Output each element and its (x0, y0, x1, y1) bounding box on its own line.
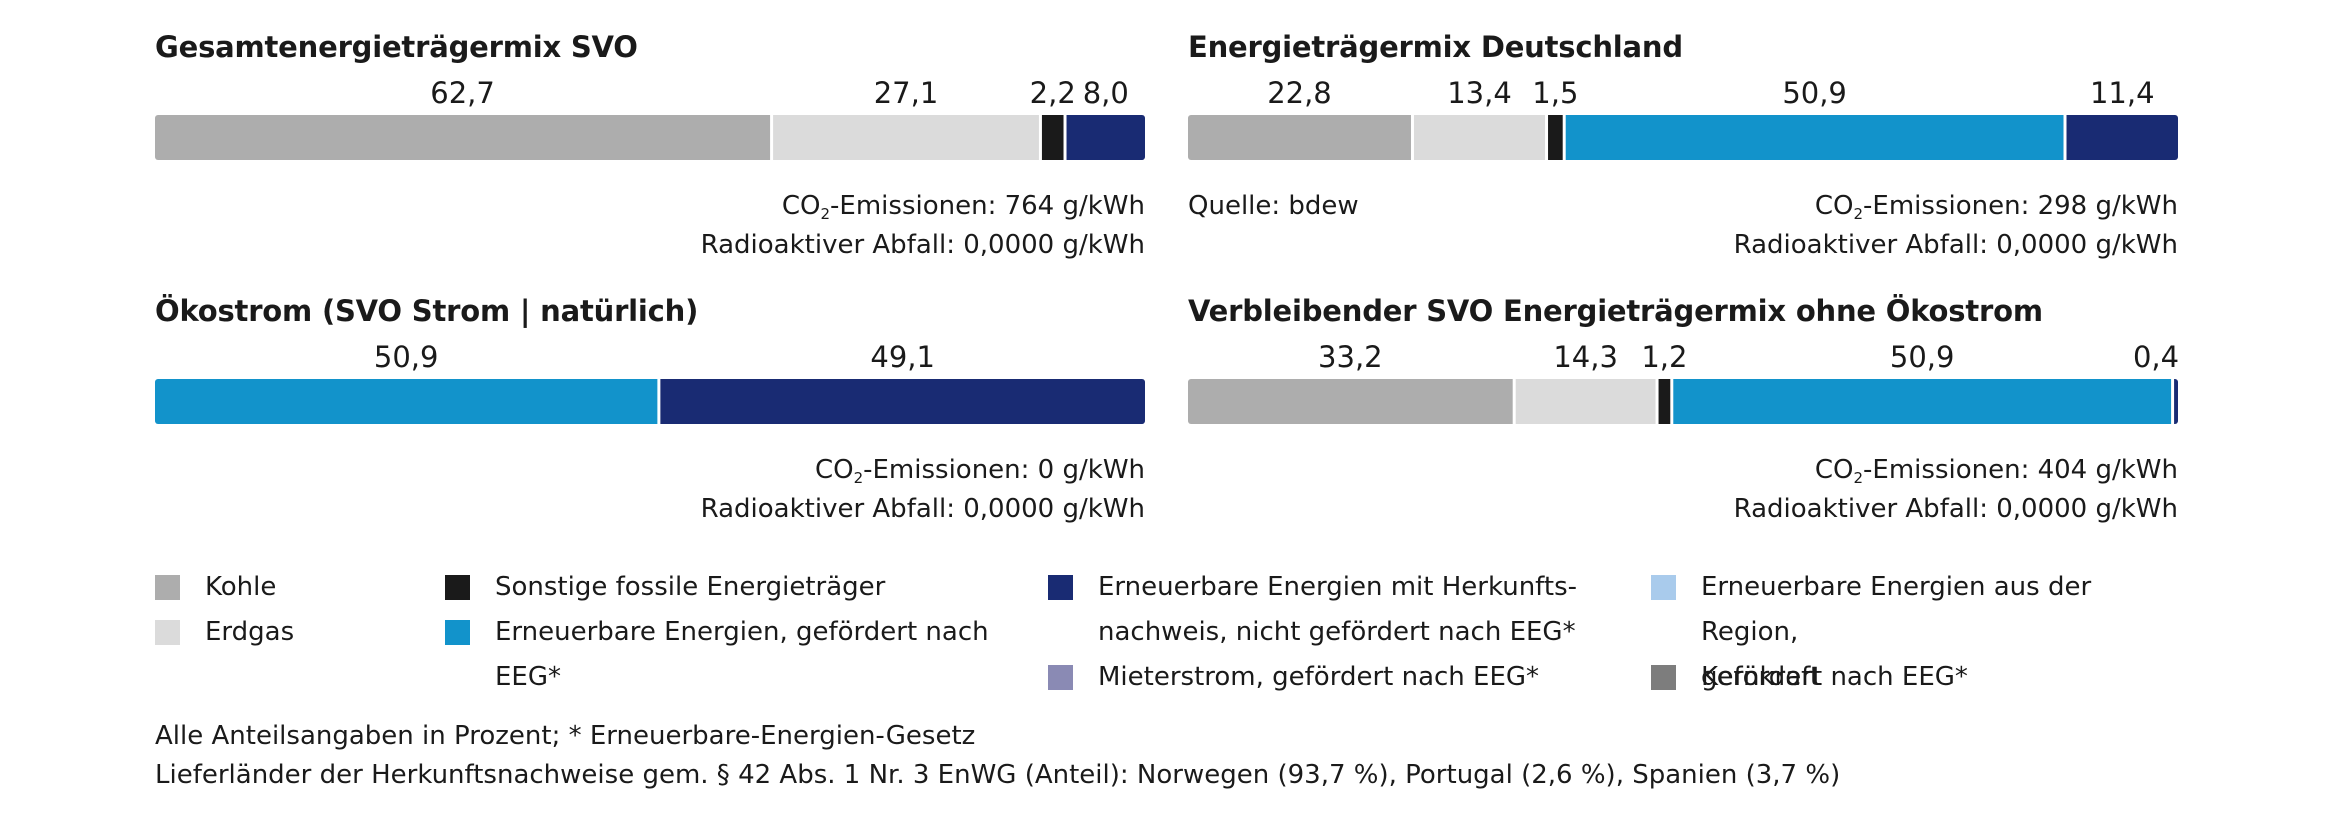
legend-swatch (1651, 665, 1676, 690)
chart-info: CO2-Emissionen: 404 g/kWh Radioaktiver A… (1734, 451, 2178, 529)
legend-label: Mieterstrom, gefördert nach EEG* (1098, 662, 1540, 692)
chart-source: Quelle: bdew (1188, 191, 1359, 221)
stacked-bar-chart: 50,9 49,1 (155, 340, 1145, 424)
legend-swatch (1048, 665, 1073, 690)
value-label: 50,9 (1890, 340, 1955, 374)
legend-item-kohle: Kohle (155, 565, 276, 610)
co2-emissions: CO2-Emissionen: 404 g/kWh (1814, 455, 2178, 487)
bar-segment-hkn (2066, 115, 2178, 160)
bar-segment-hkn (660, 379, 1145, 424)
bar-segment-erdgas (1515, 379, 1656, 424)
value-label: 62,7 (430, 76, 495, 110)
chart-info: CO2-Emissionen: 764 g/kWh Radioaktiver A… (701, 187, 1145, 265)
co2-emissions: CO2-Emissionen: 764 g/kWh (781, 191, 1145, 223)
radioactive-waste: Radioaktiver Abfall: 0,0000 g/kWh (700, 230, 1145, 260)
legend-label: Sonstige fossile Energieträger (495, 572, 886, 602)
legend-swatch (1651, 575, 1676, 600)
legend-label: Erdgas (205, 617, 295, 647)
value-label: 27,1 (874, 76, 939, 110)
legend-item-erdgas: Erdgas (155, 610, 294, 655)
value-label: 14,3 (1553, 340, 1618, 374)
chart-title: Verbleibender SVO Energieträgermix ohne … (1188, 294, 2043, 328)
legend: Kohle Erdgas Sonstige fossile Energieträ… (155, 565, 2155, 705)
value-label: 11,4 (2090, 76, 2155, 110)
legend-item-kernkraft: Kernkraft (1651, 655, 1820, 700)
value-label: 0,4 (2133, 340, 2179, 374)
stacked-bar-chart: 33,2 14,3 1,2 50,9 0,4 (1188, 340, 2179, 424)
footnote-countries: Lieferländer der Herkunftsnachweise gem.… (155, 760, 1841, 790)
chart-info: CO2-Emissionen: 0 g/kWh Radioaktiver Abf… (701, 451, 1145, 529)
legend-item-sonstige: Sonstige fossile Energieträger (445, 565, 885, 610)
legend-item-eeg: Erneuerbare Energien, gefördert nach EEG… (445, 610, 989, 700)
legend-item-hkn: Erneuerbare Energien mit Herkunfts- nach… (1048, 565, 1577, 655)
chart-title: Gesamtenergieträgermix SVO (155, 30, 638, 64)
legend-label: Erneuerbare Energien aus der Region, gef… (1701, 572, 2092, 692)
footnotes: Alle Anteilsangaben in Prozent; * Erneue… (155, 717, 1840, 795)
radioactive-waste: Radioaktiver Abfall: 0,0000 g/kWh (1733, 494, 2178, 524)
legend-swatch (1048, 575, 1073, 600)
chart-title: Energieträgermix Deutschland (1188, 30, 1683, 64)
bar-segment-eeg (1565, 115, 2064, 160)
legend-label: Kohle (205, 572, 277, 602)
bar-segment-erdgas (773, 115, 1039, 160)
radioactive-waste: Radioaktiver Abfall: 0,0000 g/kWh (1733, 230, 2178, 260)
legend-item-mieterstrom: Mieterstrom, gefördert nach EEG* (1048, 655, 1539, 700)
value-label: 50,9 (1782, 76, 1847, 110)
bar-segment-hkn (1066, 115, 1145, 160)
co2-emissions: CO2-Emissionen: 298 g/kWh (1814, 191, 2178, 223)
value-label: 49,1 (870, 340, 935, 374)
bar-segment-sonstige (1548, 115, 1563, 160)
value-label: 2,2 (1030, 76, 1076, 110)
value-label: 1,5 (1532, 76, 1578, 110)
chart-panel-oekostrom: Ökostrom (SVO Strom | natürlich) 50,9 49,… (155, 294, 1145, 534)
legend-swatch (445, 575, 470, 600)
legend-item-region: Erneuerbare Energien aus der Region, gef… (1651, 565, 2155, 700)
value-label: 13,4 (1447, 76, 1512, 110)
bar-segment-eeg (155, 379, 658, 424)
bar-segment-hkn (2174, 379, 2178, 424)
legend-label: Erneuerbare Energien, gefördert nach EEG… (495, 617, 989, 692)
legend-label: Erneuerbare Energien mit Herkunfts- nach… (1098, 572, 1577, 647)
value-label: 50,9 (374, 340, 439, 374)
chart-panel-deutschland: Energieträgermix Deutschland 22,8 13,4 1,5… (1188, 30, 2178, 270)
chart-panel-verbleibend: Verbleibender SVO Energieträgermix ohne … (1188, 294, 2179, 534)
value-label: 22,8 (1267, 76, 1332, 110)
stacked-bar-chart: 22,8 13,4 1,5 50,9 11,4 (1188, 76, 2178, 160)
bar-segment-kohle (155, 115, 771, 160)
footnote-unit: Alle Anteilsangaben in Prozent; * Erneue… (155, 721, 976, 751)
chart-panel-svo: Gesamtenergieträgermix SVO 62,7 27,1 2,2 8,… (155, 30, 1145, 270)
legend-label: Kernkraft (1701, 662, 1821, 692)
co2-emissions: CO2-Emissionen: 0 g/kWh (814, 455, 1145, 487)
chart-info: CO2-Emissionen: 298 g/kWh Radioaktiver A… (1734, 187, 2178, 265)
chart-title: Ökostrom (SVO Strom | natürlich) (155, 294, 699, 328)
bar-segment-kohle (1188, 379, 1513, 424)
bar-segment-sonstige (1658, 379, 1671, 424)
legend-swatch (155, 620, 180, 645)
value-label: 1,2 (1641, 340, 1687, 374)
bar-segment-sonstige (1041, 115, 1064, 160)
legend-swatch (155, 575, 180, 600)
value-label: 8,0 (1083, 76, 1129, 110)
stacked-bar-chart: 62,7 27,1 2,2 8,0 (155, 76, 1145, 160)
bar-segment-eeg (1673, 379, 2172, 424)
legend-swatch (445, 620, 470, 645)
bar-segment-kohle (1188, 115, 1411, 160)
radioactive-waste: Radioaktiver Abfall: 0,0000 g/kWh (700, 494, 1145, 524)
value-label: 33,2 (1318, 340, 1383, 374)
bar-segment-erdgas (1413, 115, 1546, 160)
